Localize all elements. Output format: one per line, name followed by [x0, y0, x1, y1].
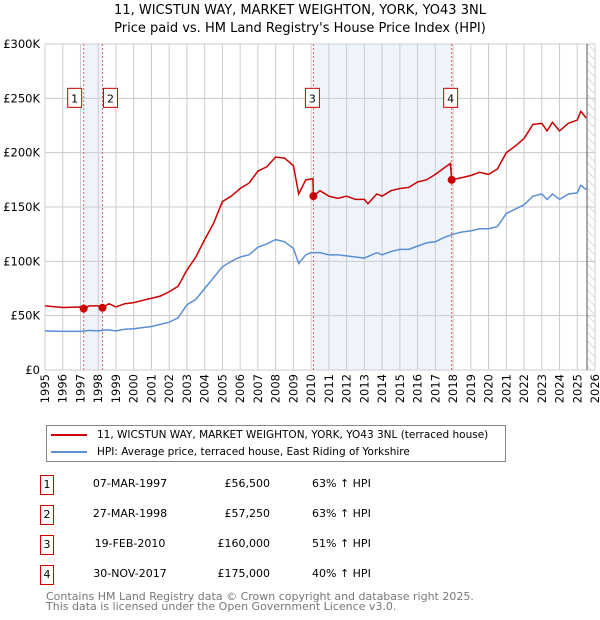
- x-tick-label: 2009: [286, 374, 300, 403]
- sale-price: £175,000: [217, 567, 271, 580]
- x-tick-label: 2020: [482, 374, 496, 403]
- legend-label: HPI: Average price, terraced house, East…: [97, 446, 410, 458]
- x-tick-label: 2004: [198, 374, 212, 403]
- x-tick-label: 2013: [357, 374, 371, 403]
- x-tick-label: 2002: [162, 374, 176, 403]
- sale-hpi-diff: 63% ↑ HPI: [312, 507, 371, 520]
- sale-marker-box: [67, 87, 83, 108]
- x-tick-label: 2005: [215, 374, 229, 403]
- footer-licence: This data is licensed under the Open Gov…: [46, 600, 397, 613]
- legend-item-property: 11, WICSTUN WAY, MARKET WEIGHTON, YORK, …: [51, 429, 488, 441]
- sale-price: £57,250: [224, 507, 271, 520]
- y-tick-label: £100K: [3, 254, 40, 268]
- x-tick-label: 2010: [304, 374, 318, 403]
- sale-point: [309, 192, 318, 201]
- y-tick-label: £50K: [11, 309, 41, 323]
- sale-marker-badge: 1: [40, 475, 54, 495]
- sale-price: £56,500: [224, 477, 271, 490]
- x-tick-label: 2023: [535, 374, 549, 403]
- x-tick-label: 2024: [553, 374, 567, 403]
- footer-copyright: Contains HM Land Registry data © Crown c…: [46, 590, 474, 603]
- legend-swatch-blue: [51, 451, 87, 453]
- x-tick-label: 2022: [517, 374, 531, 403]
- x-tick-label: 2001: [144, 374, 158, 403]
- sale-marker-box: [304, 87, 320, 108]
- x-tick-label: 2025: [570, 374, 584, 403]
- x-tick-label: 2017: [428, 374, 442, 403]
- x-tick-label: 1996: [56, 374, 70, 403]
- hpi-line: [44, 184, 587, 333]
- x-tick-label: 2008: [269, 374, 283, 403]
- x-tick-label: 1995: [38, 374, 52, 403]
- sale-point: [447, 175, 456, 184]
- x-tick-label: 2021: [499, 374, 513, 403]
- sale-date: 30-NOV-2017: [93, 567, 167, 580]
- sale-date: 19-FEB-2010: [94, 537, 166, 550]
- sale-date: 07-MAR-1997: [92, 477, 168, 490]
- y-tick-label: £250K: [3, 91, 40, 105]
- y-tick-label: £300K: [3, 37, 40, 51]
- x-tick-label: 2015: [393, 374, 407, 403]
- sale-hpi-diff: 40% ↑ HPI: [312, 567, 371, 580]
- y-tick-label: £0: [25, 363, 40, 377]
- sale-hpi-diff: 63% ↑ HPI: [312, 477, 371, 490]
- x-tick-label: 2011: [322, 374, 336, 403]
- x-tick-label: 2026: [588, 374, 600, 403]
- price-chart: 1995 1996 1997 1998 1999 2000 2001 2002 2003 2004…: [3, 37, 600, 403]
- sale-marker-box: [102, 87, 118, 108]
- y-tick-label: £150K: [3, 200, 40, 214]
- sale-marker-label: 1: [71, 92, 78, 105]
- x-tick-label: 2003: [180, 374, 194, 403]
- x-tick-label: 2019: [464, 374, 478, 403]
- x-tick-label: 2016: [411, 374, 425, 403]
- x-tick-label: 2006: [233, 374, 247, 403]
- legend-item-hpi: HPI: Average price, terraced house, East…: [51, 446, 410, 458]
- x-tick-label: 1999: [109, 374, 123, 403]
- x-tick-label: 2000: [127, 374, 141, 403]
- sale-marker-badge: 4: [40, 565, 54, 585]
- x-tick-label: 2007: [251, 374, 265, 403]
- x-tick-label: 1997: [73, 374, 87, 403]
- legend-swatch-red: [51, 434, 87, 436]
- sale-marker-label: 2: [107, 92, 114, 105]
- legend: 11, WICSTUN WAY, MARKET WEIGHTON, YORK, …: [46, 425, 506, 462]
- sale-marker-box: [443, 87, 459, 108]
- y-tick-label: £200K: [3, 146, 40, 160]
- sale-point: [79, 304, 88, 313]
- chart-subtitle: Price paid vs. HM Land Registry's House …: [114, 21, 486, 36]
- sale-marker-badge: 2: [40, 505, 54, 525]
- x-tick-label: 2014: [375, 374, 389, 403]
- sale-price: £160,000: [217, 537, 271, 550]
- sale-marker-label: 4: [447, 92, 454, 105]
- sale-marker-label: 3: [309, 92, 316, 105]
- chart-title: 11, WICSTUN WAY, MARKET WEIGHTON, YORK, …: [114, 3, 486, 18]
- sale-hpi-diff: 51% ↑ HPI: [312, 537, 371, 550]
- sale-point: [98, 303, 107, 312]
- property-price-line: [44, 109, 587, 310]
- sale-date: 27-MAR-1998: [92, 507, 168, 520]
- x-tick-label: 1998: [91, 374, 105, 403]
- x-tick-label: 2012: [340, 374, 354, 403]
- legend-label: 11, WICSTUN WAY, MARKET WEIGHTON, YORK, …: [97, 429, 489, 441]
- sale-marker-badge: 3: [40, 535, 54, 555]
- x-tick-label: 2018: [446, 374, 460, 403]
